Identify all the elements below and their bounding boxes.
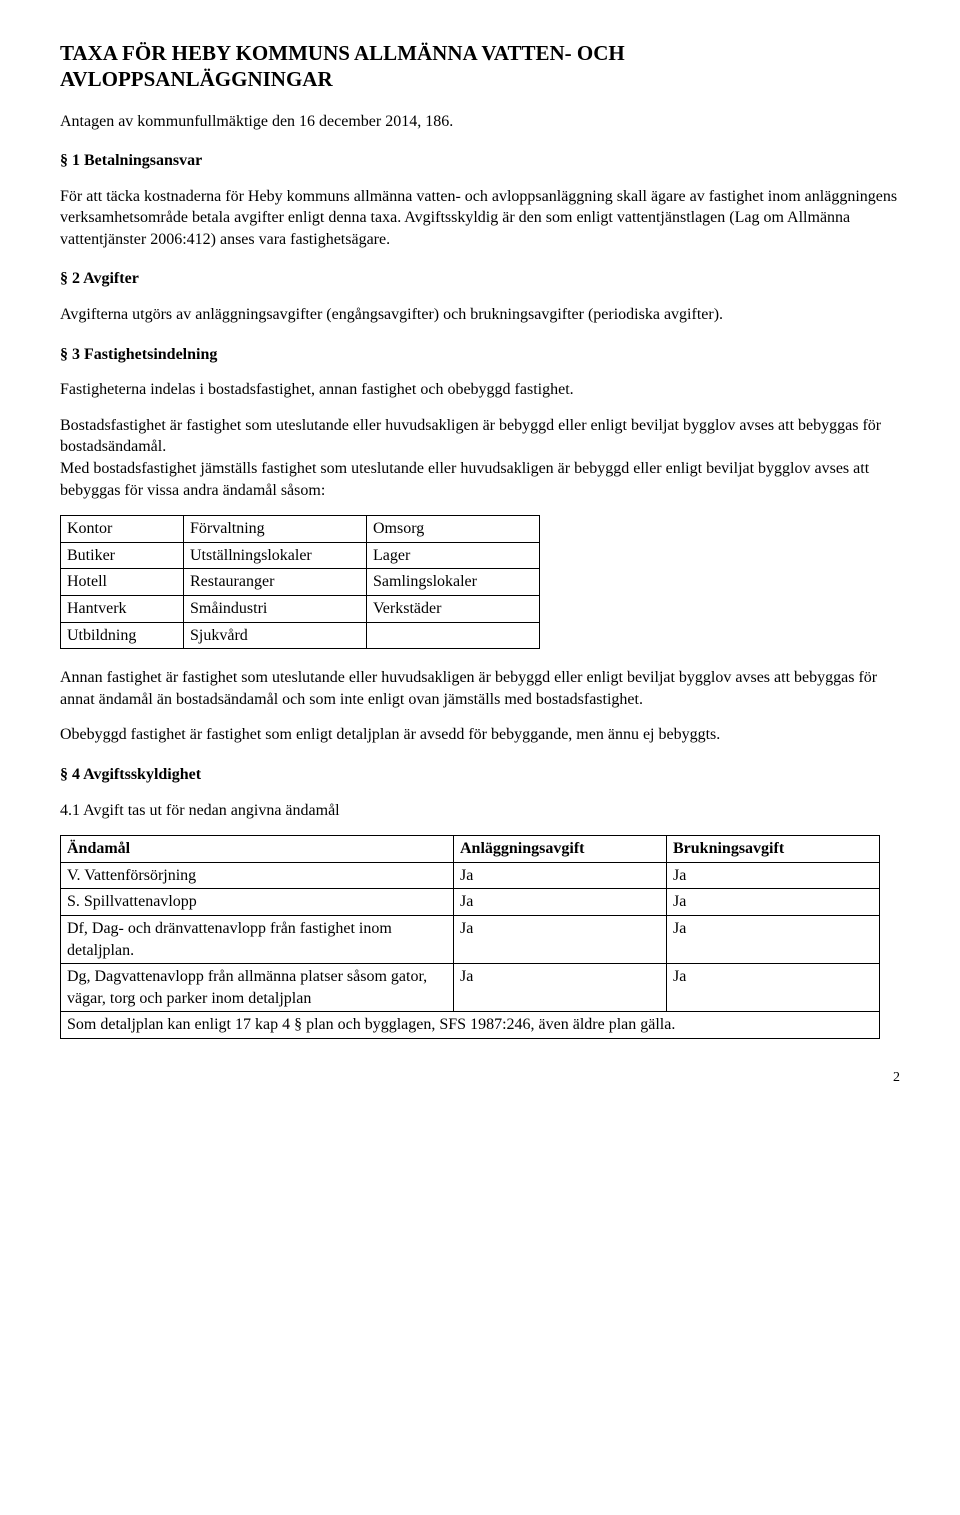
section-1-heading: § 1 Betalningsansvar [60,150,900,172]
section-4-sub1: 4.1 Avgift tas ut för nedan angivna ända… [60,800,900,822]
table-cell: Ja [454,964,667,1012]
purpose-fee-table: ÄndamålAnläggningsavgiftBrukningsavgift V… [60,835,880,1039]
table-cell: Restauranger [184,569,367,596]
table-cell: Verkstäder [367,596,540,623]
table-cell: Småindustri [184,596,367,623]
table-cell: Dg, Dagvattenavlopp från allmänna platse… [61,964,454,1012]
table-cell: Butiker [61,542,184,569]
section-1-p1: För att täcka kostnaderna för Heby kommu… [60,186,900,251]
table-header: Brukningsavgift [667,836,880,863]
table-cell: Förvaltning [184,516,367,543]
table-cell: Sjukvård [184,622,367,649]
table-cell: Ja [454,862,667,889]
table-cell: Hantverk [61,596,184,623]
table-cell: Ja [454,915,667,963]
table-cell: Kontor [61,516,184,543]
table-cell: Df, Dag- och dränvattenavlopp från fasti… [61,915,454,963]
section-3-heading: § 3 Fastighetsindelning [60,344,900,366]
property-types-table: KontorFörvaltningOmsorg ButikerUtställnin… [60,515,540,649]
section-2-p1: Avgifterna utgörs av anläggningsavgifter… [60,304,900,326]
table-cell: Lager [367,542,540,569]
title-line-2: AVLOPPSANLÄGGNINGAR [60,67,333,91]
page-number: 2 [60,1069,900,1088]
table-cell: Ja [667,862,880,889]
table-cell: Samlingslokaler [367,569,540,596]
table-cell: S. Spillvattenavlopp [61,889,454,916]
table-cell: Utställningslokaler [184,542,367,569]
adopted-by: Antagen av kommunfullmäktige den 16 dece… [60,111,900,133]
page-title: TAXA FÖR HEBY KOMMUNS ALLMÄNNA VATTEN- O… [60,40,900,93]
table-cell [367,622,540,649]
section-3-p5: Obebyggd fastighet är fastighet som enli… [60,724,900,746]
table-cell: Ja [667,889,880,916]
table-footer: Som detaljplan kan enligt 17 kap 4 § pla… [61,1012,880,1039]
table-header: Anläggningsavgift [454,836,667,863]
section-3-p2: Bostadsfastighet är fastighet som uteslu… [60,415,900,458]
table-cell: V. Vattenförsörjning [61,862,454,889]
section-3-p4: Annan fastighet är fastighet som uteslut… [60,667,900,710]
title-line-1: TAXA FÖR HEBY KOMMUNS ALLMÄNNA VATTEN- O… [60,41,625,65]
table-cell: Ja [667,964,880,1012]
table-cell: Utbildning [61,622,184,649]
section-4-heading: § 4 Avgiftsskyldighet [60,764,900,786]
table-cell: Ja [454,889,667,916]
table-header: Ändamål [61,836,454,863]
section-3-p3: Med bostadsfastighet jämställs fastighet… [60,458,900,501]
table-cell: Omsorg [367,516,540,543]
table-cell: Hotell [61,569,184,596]
section-2-heading: § 2 Avgifter [60,268,900,290]
section-3-p1: Fastigheterna indelas i bostadsfastighet… [60,379,900,401]
table-cell: Ja [667,915,880,963]
